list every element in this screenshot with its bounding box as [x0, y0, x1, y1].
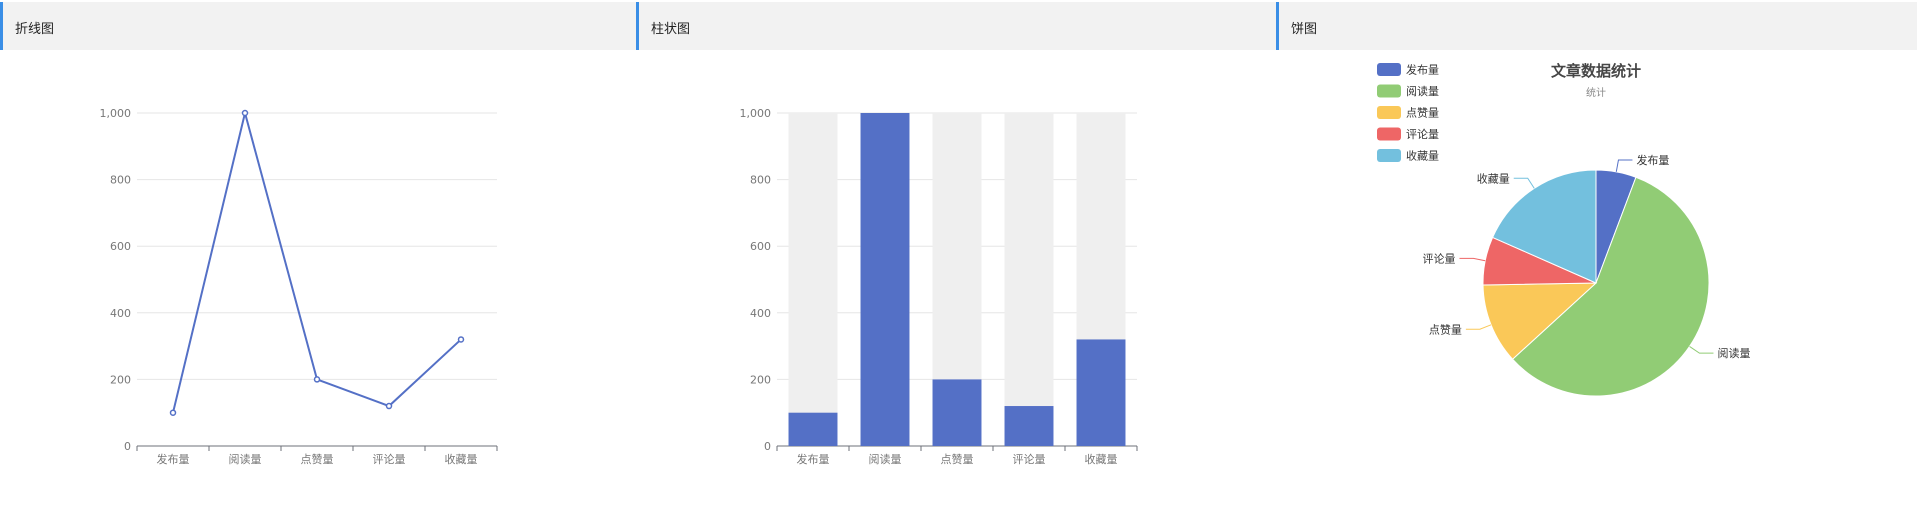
y-tick-label: 0	[124, 440, 131, 453]
x-tick-label: 点赞量	[301, 453, 334, 466]
line-point	[313, 376, 321, 383]
y-tick-label: 1,000	[100, 107, 132, 120]
legend-swatch	[1377, 63, 1401, 76]
y-tick-label: 800	[110, 174, 131, 187]
line-point	[241, 109, 249, 117]
y-tick-label: 200	[110, 373, 131, 386]
x-tick-label: 点赞量	[941, 453, 974, 466]
legend-swatch	[1377, 84, 1401, 98]
panel-title: 柱状图	[651, 22, 691, 37]
y-tick-label: 800	[750, 174, 771, 187]
pie-slice	[1511, 176, 1710, 397]
pie-label-line	[1459, 257, 1486, 262]
pie-chart-header: 饼图	[1276, 2, 1917, 50]
legend-label: 阅读量	[1406, 84, 1439, 98]
x-tick-label: 收藏量	[445, 452, 478, 466]
legend-label: 发布量	[1406, 63, 1439, 77]
panel-title: 折线图	[15, 22, 55, 37]
chart-subtitle: 统计	[1586, 86, 1606, 99]
bar-background	[788, 113, 838, 446]
bar	[932, 379, 982, 446]
pie-label: 阅读量	[1717, 346, 1750, 360]
pie-label: 收藏量	[1477, 171, 1510, 185]
pie-label: 点赞量	[1429, 323, 1462, 336]
pie-chart-panel: 饼图 文章数据统计 统计 发布量 阅读量 点赞量 评论量 收藏量 发布量 阅读量 点赞量 评论量 收藏…	[1276, 0, 1917, 528]
y-tick-label: 0	[764, 440, 771, 453]
y-tick-label: 1,000	[740, 107, 772, 120]
bar	[788, 412, 838, 446]
line-chart-panel: 折线图 0 200 400 600 800 1,000 发布量 阅读量 点赞量 评论量 收藏量	[0, 0, 636, 528]
legend-swatch	[1377, 106, 1401, 119]
x-tick-label: 评论量	[1013, 452, 1046, 466]
x-tick-label: 发布量	[797, 452, 830, 466]
pie-label-line	[1513, 177, 1535, 189]
pie-label: 评论量	[1422, 251, 1455, 265]
x-tick-label: 阅读量	[869, 452, 902, 466]
pie-label-line	[1615, 159, 1633, 172]
legend-label: 点赞量	[1406, 107, 1439, 120]
legend-label: 评论量	[1406, 127, 1439, 141]
legend-swatch	[1377, 149, 1401, 162]
y-tick-label: 400	[110, 307, 131, 320]
x-tick-label: 阅读量	[229, 452, 262, 466]
pie-slice	[1491, 169, 1597, 284]
line-point	[457, 336, 465, 343]
line-chart: 0 200 400 600 800 1,000 发布量 阅读量 点赞量 评论量 收藏量	[100, 107, 498, 466]
panel-title: 饼图	[1291, 22, 1318, 37]
x-tick-label: 收藏量	[1085, 452, 1118, 466]
bar-chart: 0 200 400 600 800 1,000 发布量 阅读量 点赞量 评论量 收藏量	[740, 107, 1138, 466]
y-tick-label: 600	[750, 240, 771, 253]
y-tick-label: 200	[750, 373, 771, 386]
x-tick-label: 评论量	[373, 452, 406, 466]
pie-label-line	[1689, 346, 1714, 354]
bar	[860, 113, 910, 446]
pie-label-line	[1465, 324, 1492, 330]
chart-title: 文章数据统计	[1551, 62, 1641, 80]
bar	[1004, 406, 1054, 446]
bar-background	[1004, 113, 1054, 446]
line-point	[385, 402, 393, 410]
bar	[1076, 339, 1126, 446]
x-tick-label: 发布量	[157, 452, 190, 466]
y-tick-label: 400	[750, 307, 771, 320]
bar-chart-header: 柱状图	[636, 2, 1276, 50]
line-chart-header: 折线图	[0, 2, 636, 50]
line-point	[169, 409, 177, 416]
legend-swatch	[1377, 127, 1401, 141]
legend-label: 收藏量	[1406, 149, 1439, 163]
bar-chart-panel: 柱状图 0 200 400 600 800 1,000 发布量 阅读量 点赞量 评论量 收藏量	[636, 0, 1276, 528]
y-tick-label: 600	[110, 240, 131, 253]
pie-label: 发布量	[1636, 153, 1669, 167]
line-series	[172, 112, 462, 413]
